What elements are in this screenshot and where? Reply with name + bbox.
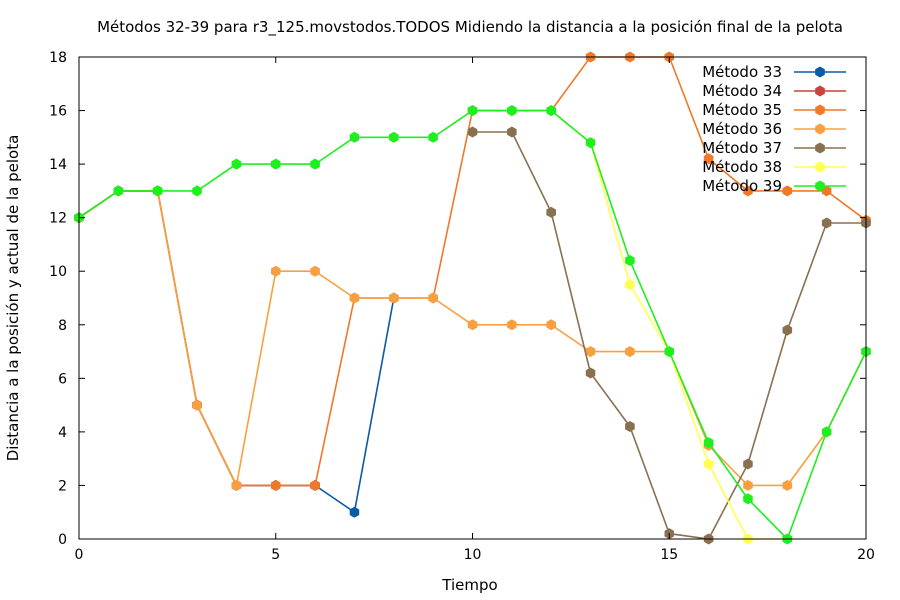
data-point — [152, 185, 163, 197]
series-line — [78, 190, 395, 514]
data-point — [271, 158, 281, 170]
data-point — [507, 126, 517, 138]
data-point — [585, 346, 596, 358]
legend-label: Método 38 — [702, 158, 782, 176]
y-axis-label: Distancia a la posición y actual de la p… — [4, 135, 22, 462]
series-4 — [74, 185, 871, 491]
data-point — [821, 426, 832, 438]
data-point — [428, 131, 438, 143]
y-tick-label: 14 — [49, 157, 67, 173]
legend-swatch-marker — [815, 142, 825, 154]
data-point — [349, 292, 360, 304]
legend-swatch-marker — [815, 180, 825, 192]
data-point — [743, 458, 753, 470]
data-point — [546, 206, 556, 218]
data-point — [192, 185, 202, 197]
data-point — [782, 324, 793, 336]
data-point — [271, 265, 281, 277]
y-tick-label: 18 — [49, 50, 67, 66]
data-point — [467, 319, 478, 331]
y-axis: 0 2 4 6 8 10 12 14 16 18 — [49, 50, 866, 548]
series-5 — [467, 126, 871, 545]
data-point — [467, 126, 478, 138]
data-point — [782, 185, 793, 197]
x-axis-label: Tiempo — [441, 576, 497, 594]
data-point — [664, 346, 674, 358]
data-point — [113, 185, 124, 197]
legend-swatch-marker — [815, 161, 825, 173]
data-point — [625, 346, 635, 358]
data-point — [310, 265, 320, 277]
series-1 — [74, 185, 399, 518]
y-tick-label: 16 — [49, 104, 67, 120]
legend-label: Método 37 — [702, 139, 782, 157]
y-tick-label: 10 — [49, 264, 67, 280]
data-point — [585, 137, 596, 149]
data-point — [310, 479, 320, 491]
chart-title: Métodos 32-39 para r3_125.movstodos.TODO… — [97, 18, 843, 37]
data-point — [743, 185, 753, 197]
data-point — [428, 292, 438, 304]
data-point — [625, 255, 635, 266]
y-tick-label: 4 — [58, 425, 67, 441]
data-point — [585, 367, 596, 379]
data-point — [546, 105, 556, 117]
x-tick-label: 0 — [75, 547, 84, 563]
data-point — [349, 131, 360, 143]
data-point — [349, 506, 360, 518]
data-point — [389, 131, 399, 143]
data-point — [625, 279, 635, 291]
data-point — [703, 437, 714, 449]
legend-label: Método 35 — [702, 101, 782, 119]
data-point — [467, 105, 478, 117]
data-point — [703, 458, 714, 470]
legend-label: Método 34 — [702, 82, 782, 100]
series-line — [78, 190, 867, 488]
data-point — [389, 292, 399, 304]
x-tick-label: 10 — [464, 547, 482, 563]
legend-swatch-marker — [815, 104, 825, 116]
series-7 — [74, 105, 871, 545]
series-line — [472, 131, 866, 540]
legend-swatch-marker — [815, 123, 825, 135]
x-tick-label: 15 — [660, 547, 678, 563]
data-point — [703, 153, 714, 165]
data-point — [743, 493, 753, 505]
data-point — [507, 319, 517, 331]
legend-swatch-marker — [815, 85, 825, 97]
data-point — [231, 479, 242, 491]
series-line — [78, 190, 316, 487]
y-tick-label: 0 — [58, 532, 67, 548]
data-point — [743, 479, 753, 491]
series-2 — [74, 185, 320, 491]
y-tick-label: 12 — [49, 211, 67, 227]
data-point — [821, 217, 832, 229]
data-point — [507, 105, 517, 117]
data-point — [192, 399, 202, 411]
y-tick-label: 6 — [58, 371, 67, 387]
plot-area — [74, 51, 871, 545]
x-tick-label: 5 — [271, 547, 280, 563]
data-point — [625, 421, 635, 432]
x-axis: 0 5 10 15 20 — [75, 57, 875, 563]
legend-label: Método 33 — [702, 63, 782, 81]
data-point — [231, 158, 242, 170]
data-point — [546, 319, 556, 331]
data-point — [310, 158, 320, 170]
legend-label: Método 36 — [702, 120, 782, 138]
y-tick-label: 8 — [58, 318, 67, 334]
data-point — [782, 479, 793, 491]
y-tick-label: 2 — [58, 478, 67, 494]
legend-label: Método 39 — [702, 177, 782, 195]
x-tick-label: 20 — [857, 547, 875, 563]
data-point — [271, 479, 281, 491]
legend-swatch-marker — [815, 66, 825, 78]
